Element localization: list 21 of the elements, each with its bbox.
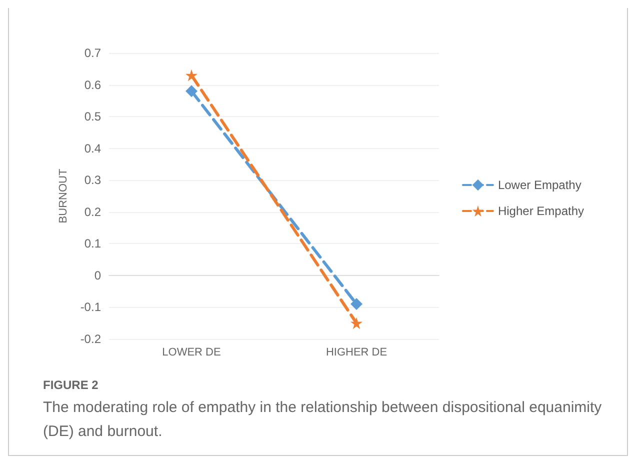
y-tick-label: 0.5 — [84, 110, 102, 124]
legend-label: Lower Empathy — [498, 178, 582, 192]
caption: FIGURE 2 — [43, 378, 100, 392]
y-tick-label: -0.2 — [80, 332, 102, 346]
point — [350, 298, 362, 310]
point — [186, 85, 198, 98]
point — [186, 69, 198, 82]
y-tick-label: -0.1 — [80, 300, 102, 314]
y-axis-title: BURNOUT — [58, 168, 70, 224]
y-tick-label: 0.4 — [84, 141, 102, 156]
text: The moderating role of empathy in the relationship between dispositional equanimity (DE) and burnout. — [43, 398, 603, 442]
x-tick-label: HIGHER DE — [326, 346, 388, 358]
y-tick-label: 0.1 — [84, 236, 102, 251]
y-tick-label: 0.3 — [84, 173, 102, 188]
point — [350, 317, 362, 330]
legend-label: Higher Empathy — [498, 204, 584, 218]
y-tick-label: 0.7 — [84, 46, 102, 60]
y-tick-label: 0.6 — [84, 78, 102, 92]
y-tick-label: 0.2 — [84, 204, 102, 219]
y-tick-label: 0 — [94, 268, 102, 282]
x-tick-label: LOWER DE — [162, 346, 221, 358]
